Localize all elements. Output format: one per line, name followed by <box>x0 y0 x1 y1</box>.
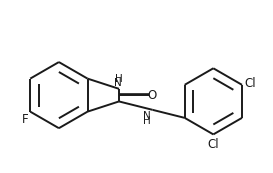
Text: Cl: Cl <box>207 138 219 151</box>
Text: Cl: Cl <box>244 77 256 90</box>
Text: N: N <box>114 78 122 88</box>
Text: F: F <box>22 113 29 126</box>
Text: O: O <box>147 89 156 102</box>
Text: N: N <box>143 111 150 121</box>
Text: H: H <box>115 74 123 84</box>
Text: H: H <box>143 116 150 126</box>
